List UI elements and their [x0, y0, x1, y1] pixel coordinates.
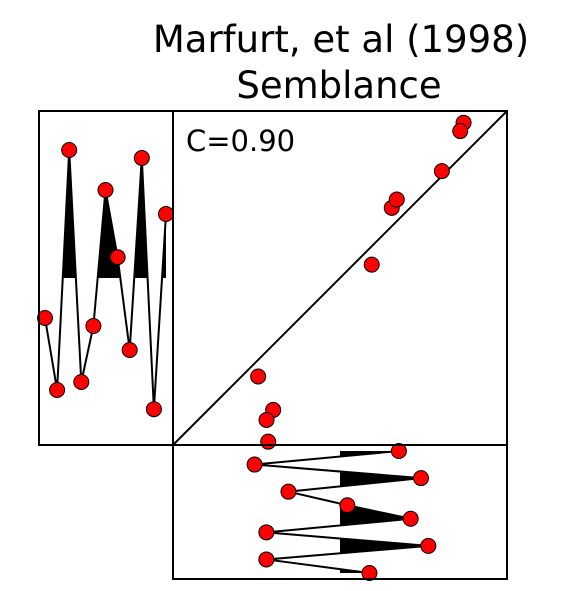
trace-a-point — [61, 142, 78, 158]
crossplot-point — [258, 411, 275, 428]
trace-b-point — [412, 470, 429, 487]
crossplot-point — [452, 123, 469, 140]
chart-subtitle: Semblance — [236, 64, 441, 107]
trace-b-line — [254, 450, 429, 574]
trace-b-panel — [246, 443, 437, 581]
trace-a-point — [97, 182, 114, 198]
trace-a-fill — [62, 150, 166, 278]
trace-b-point — [258, 524, 275, 541]
trace-a-point — [73, 374, 90, 390]
trace-a-point — [158, 206, 174, 222]
trace-b-frame — [172, 444, 508, 580]
trace-a-panel — [37, 142, 174, 418]
chart-title: Marfurt, et al (1998) — [153, 18, 529, 61]
trace-a-point — [109, 249, 126, 266]
trace-b-point — [390, 443, 407, 459]
trace-a-point — [49, 382, 66, 398]
crossplot-point — [363, 256, 380, 273]
semblance-annotation: C=0.90 — [186, 124, 295, 158]
crossplot-point — [250, 368, 267, 385]
crossplot-point — [433, 163, 450, 180]
trace-a-point — [37, 310, 53, 326]
trace-b-point — [246, 456, 263, 473]
trace-b-fill — [340, 451, 429, 573]
trace-a-point — [133, 150, 150, 166]
trace-b-point — [280, 483, 297, 500]
trace-a-point — [121, 342, 138, 358]
trace-b-point — [402, 510, 419, 527]
crossplot-point — [388, 191, 405, 208]
trace-a-point — [145, 401, 162, 418]
trace-b-point — [420, 537, 437, 554]
trace-b-point — [361, 565, 378, 581]
diagonal-reference-line — [172, 110, 508, 446]
trace-b-point — [258, 551, 275, 568]
crossplot-point — [260, 433, 277, 450]
trace-a-point — [85, 318, 102, 334]
trace-b-point — [339, 497, 356, 514]
crossplot-panel — [172, 110, 508, 450]
